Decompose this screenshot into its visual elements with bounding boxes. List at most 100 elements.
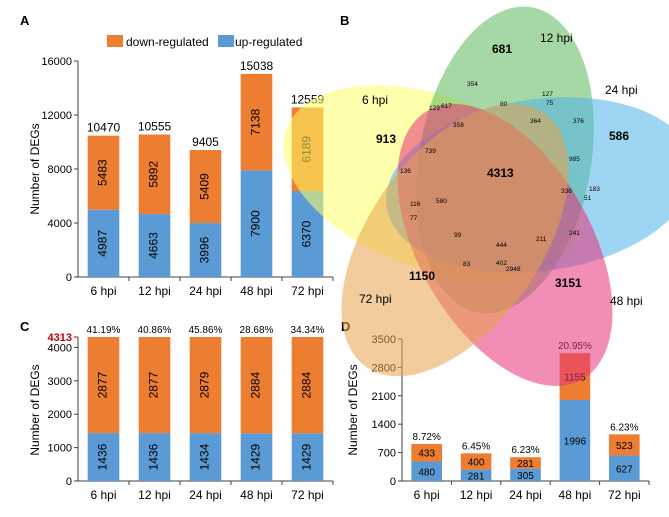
bar-down-regulated: [189, 337, 222, 434]
x-tick-label: 24 hpi: [509, 488, 542, 502]
percent-label: 45.86%: [189, 325, 223, 336]
bar-up-regulated: [559, 400, 591, 481]
data-label-down: 400: [468, 457, 485, 468]
total-label: 10555: [138, 120, 172, 134]
data-label-up: 627: [616, 464, 633, 475]
data-label-up: 1434: [198, 443, 212, 470]
x-tick-label: 48 hpi: [559, 488, 592, 502]
data-label-down: 523: [616, 441, 633, 452]
data-label-down: 2877: [96, 371, 110, 398]
x-tick-label: 6 hpi: [414, 488, 440, 502]
bar-down-regulated: [240, 337, 273, 434]
venn-region-value: 123: [429, 105, 440, 112]
venn-region-value: 211: [536, 236, 547, 243]
venn-region-value: 617: [441, 103, 452, 110]
total-label: 15038: [240, 59, 274, 73]
y-tick-label: 2000: [48, 409, 72, 421]
bar-down-regulated: [87, 337, 120, 434]
y-tick-label: 0: [390, 476, 396, 488]
bar-up-regulated: [291, 433, 324, 481]
venn-set-label-24hpi: 24 hpi: [605, 83, 638, 97]
venn-region-value: 127: [542, 91, 553, 98]
percent-label: 41.19%: [87, 325, 121, 336]
bar-down-regulated: [411, 443, 443, 462]
legend-swatch-up: [218, 35, 234, 47]
panel-letter-b: B: [340, 13, 349, 28]
data-label-up: 4663: [147, 232, 161, 259]
percent-label: 34.34%: [291, 325, 325, 336]
venn-set-label-12hpi: 12 hpi: [540, 31, 573, 45]
data-label-up: 4987: [96, 230, 110, 257]
total-label: 10470: [87, 121, 121, 135]
bar-down-regulated: [460, 453, 492, 470]
venn-region-value: 136: [400, 168, 411, 175]
venn-region-value: 116: [410, 201, 421, 208]
data-label-down: 2884: [249, 371, 263, 398]
venn-set-label-6hpi: 6 hpi: [362, 93, 388, 107]
bar-up-regulated: [411, 461, 443, 481]
x-tick-label: 72 hpi: [608, 488, 641, 502]
venn-region-value: 580: [436, 198, 447, 205]
data-label-up: 1996: [564, 437, 587, 448]
legend-label-down: down-regulated: [126, 35, 209, 49]
y-tick-label: 8000: [48, 164, 72, 176]
x-tick-label: 72 hpi: [291, 488, 324, 502]
bar-up-regulated: [460, 469, 492, 481]
venn-region-value: 444: [496, 242, 507, 249]
bar-down-regulated: [608, 434, 640, 456]
data-label-up: 281: [468, 471, 485, 482]
y-tick-label: 0: [66, 476, 72, 488]
y-tick-label: 4000: [48, 342, 72, 354]
y-tick-label: 0: [66, 272, 72, 284]
y-tick-label: 3000: [48, 376, 72, 388]
data-label-up: 1429: [300, 443, 314, 470]
legend-swatch-down: [107, 35, 123, 47]
venn-region-value: 402: [496, 260, 507, 267]
x-tick-label: 48 hpi: [240, 488, 273, 502]
x-tick-label: 6 hpi: [90, 284, 116, 298]
x-tick-label: 48 hpi: [240, 284, 273, 298]
y-axis-label: Number of DEGs: [28, 364, 42, 455]
bar-down-regulated: [240, 73, 273, 171]
y-tick-label: 700: [378, 448, 396, 460]
y-tick-label: 16000: [41, 56, 72, 68]
venn-set-label-72hpi: 72 hpi: [359, 292, 392, 306]
data-label-up: 480: [418, 467, 435, 478]
venn-region-value: 336: [561, 188, 572, 195]
venn-set-72hpi: [341, 103, 569, 377]
data-label-up: 305: [517, 471, 534, 482]
data-label-down: 2879: [198, 371, 212, 398]
data-label-up: 1436: [147, 443, 161, 470]
percent-label: 8.72%: [413, 432, 441, 443]
venn-region-value: 3151: [555, 276, 582, 290]
panel-letter-c: C: [20, 319, 30, 334]
venn-region-value: 99: [454, 232, 462, 239]
bar-up-regulated: [87, 209, 120, 277]
x-tick-label: 6 hpi: [90, 488, 116, 502]
venn-region-value: 985: [569, 156, 580, 163]
data-label-down: 7138: [249, 108, 263, 135]
venn-set-label-48hpi: 48 hpi: [610, 294, 643, 308]
panel-b-venn-diagram: 6 hpi 12 hpi 24 hpi 48 hpi 72 hpi 913 68…: [283, 6, 669, 386]
venn-region-value: 80: [500, 101, 508, 108]
bar-up-regulated: [240, 433, 273, 481]
percent-label: 28.68%: [240, 325, 274, 336]
venn-region-value: 913: [376, 132, 396, 146]
legend-label-up: up-regulated: [235, 35, 302, 49]
venn-region-value: 1150: [409, 269, 435, 283]
panel-letter-a: A: [20, 13, 30, 28]
y-tick-label: 2100: [372, 391, 396, 403]
data-label-up: 1429: [249, 443, 263, 470]
data-label-down: 433: [418, 449, 435, 460]
bar-up-regulated: [87, 433, 120, 481]
bar-up-regulated: [138, 433, 171, 481]
bar-up-regulated: [189, 223, 222, 277]
venn-region-value: 739: [425, 148, 436, 155]
x-tick-label: 24 hpi: [189, 488, 222, 502]
y-axis-label: Number of DEGs: [28, 123, 42, 214]
x-tick-label: 72 hpi: [291, 284, 324, 298]
data-label-up: 6370: [300, 220, 314, 247]
y-axis-label: Number of DEGs: [346, 364, 360, 455]
venn-region-value: 183: [589, 186, 600, 193]
